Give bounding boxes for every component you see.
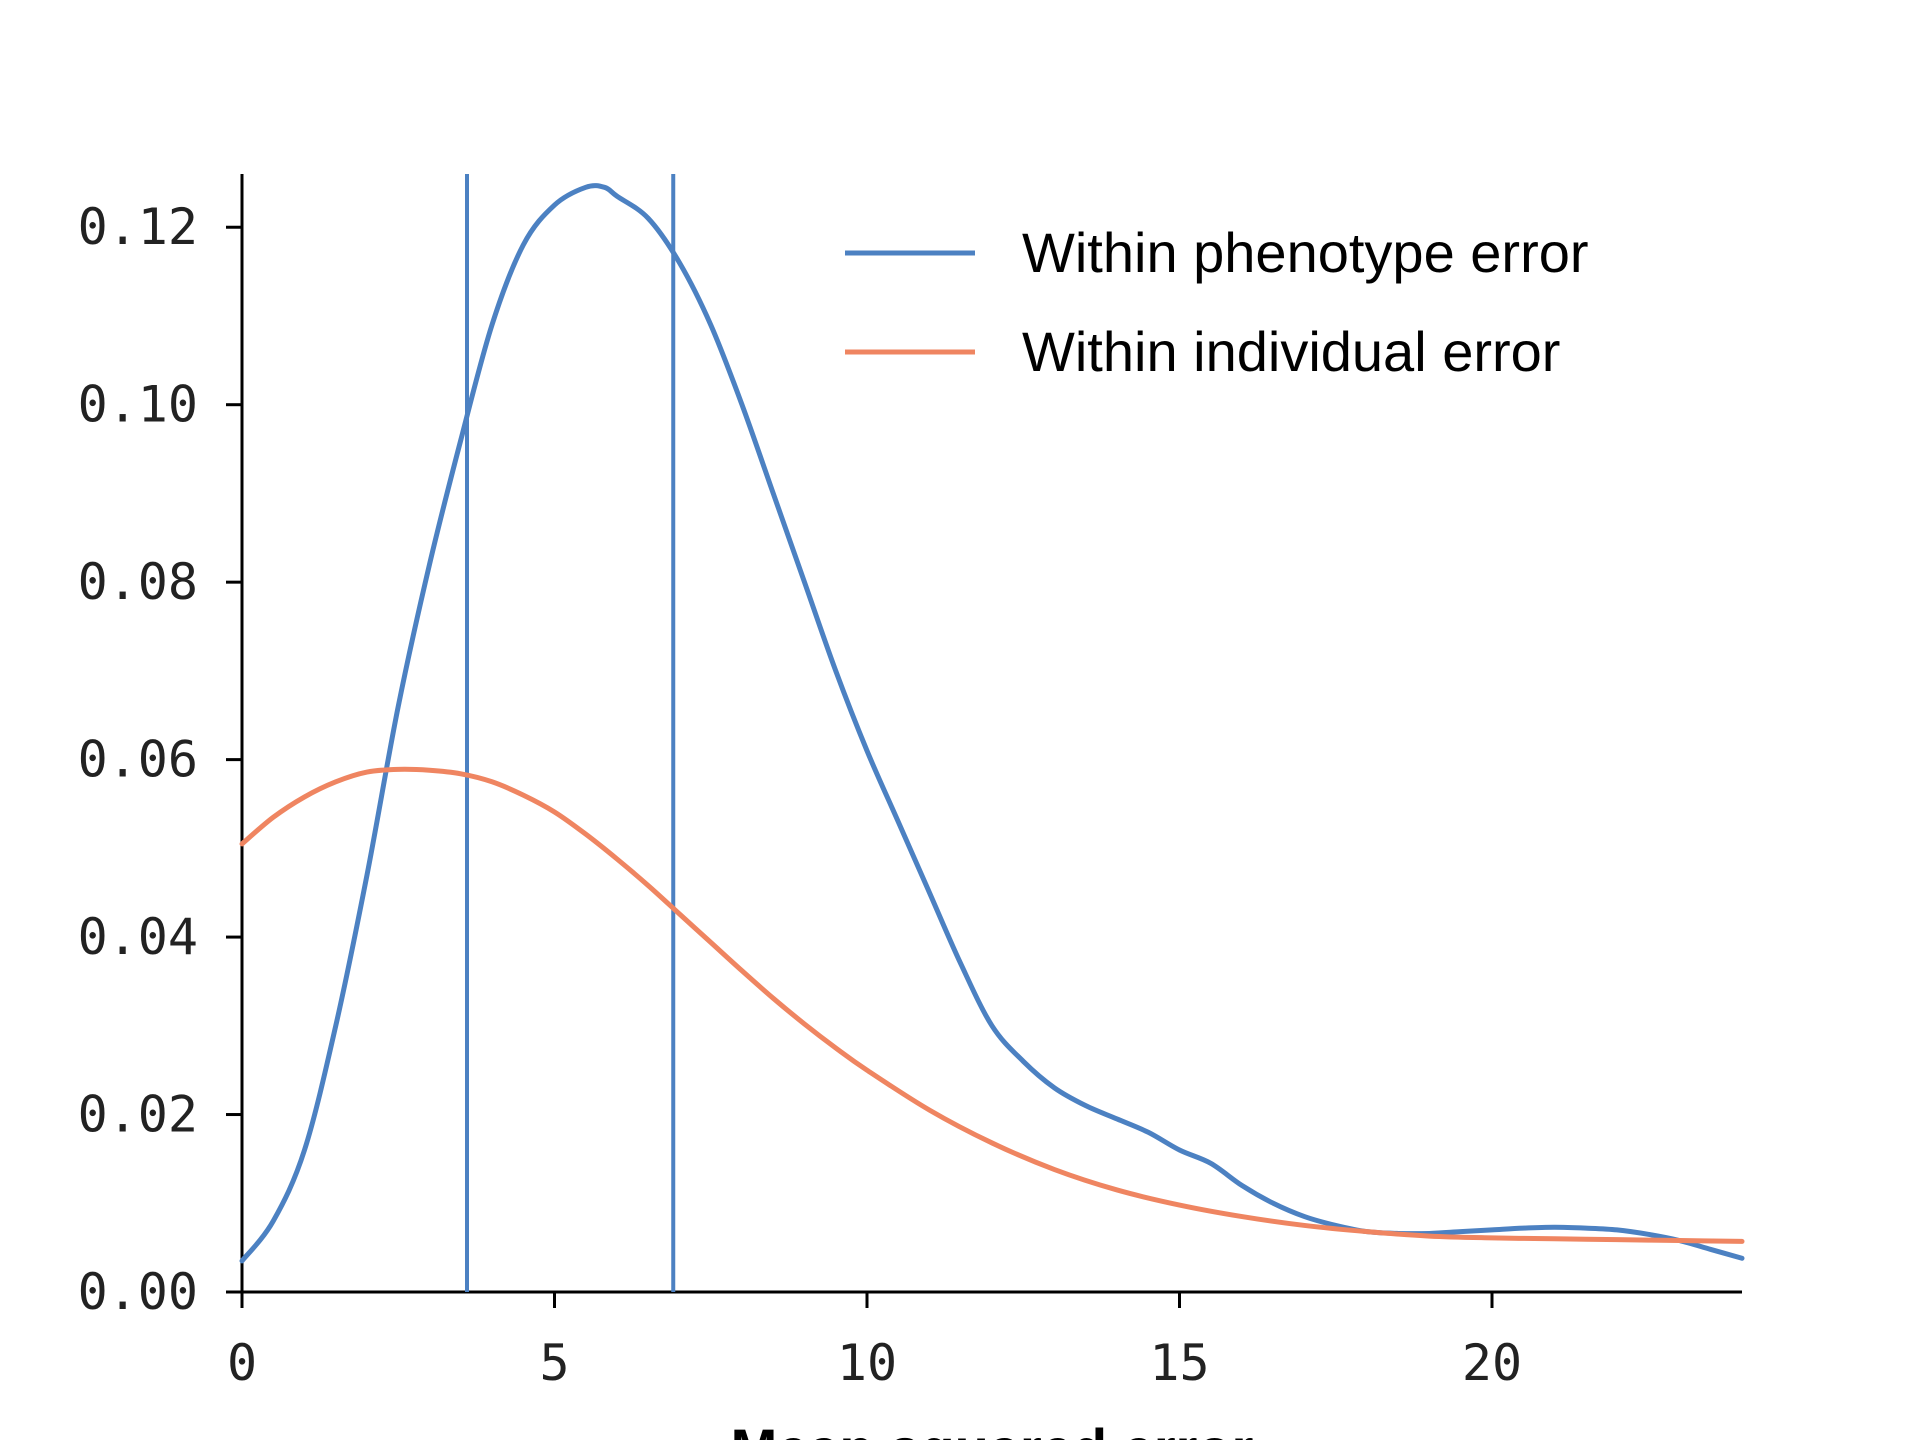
legend: Within phenotype error Within individual… [845, 221, 1589, 383]
y-tick-label: 0.06 [78, 731, 198, 789]
series-line-within-individual [239, 766, 1745, 1244]
x-tick-label: 10 [837, 1334, 897, 1392]
x-tick-label: 0 [227, 1334, 257, 1392]
x-tick-label: 5 [539, 1334, 569, 1392]
series-lines [239, 183, 1745, 1264]
legend-label-individual: Within individual error [1022, 320, 1560, 383]
series-line-within-phenotype [239, 183, 1745, 1264]
y-tick-label: 0.02 [78, 1086, 198, 1144]
plot-area: 0 5 10 15 20 0.00 0.02 0.04 0.06 0.08 0.10 0.12 [78, 174, 1745, 1392]
legend-label-phenotype: Within phenotype error [1022, 221, 1589, 284]
x-ticks: 0 5 10 15 20 [227, 1292, 1522, 1392]
x-tick-label: 20 [1462, 1334, 1522, 1392]
y-ticks: 0.00 0.02 0.04 0.06 0.08 0.10 0.12 [78, 198, 242, 1321]
y-tick-label: 0.00 [78, 1263, 198, 1321]
x-tick-label: 15 [1149, 1334, 1209, 1392]
y-tick-label: 0.12 [78, 198, 198, 256]
y-tick-label: 0.04 [78, 908, 198, 966]
y-tick-label: 0.10 [78, 376, 198, 434]
vertical-reference-lines [465, 174, 676, 1292]
x-axis-title: Mean squared error [731, 1417, 1254, 1440]
y-tick-label: 0.08 [78, 553, 198, 611]
